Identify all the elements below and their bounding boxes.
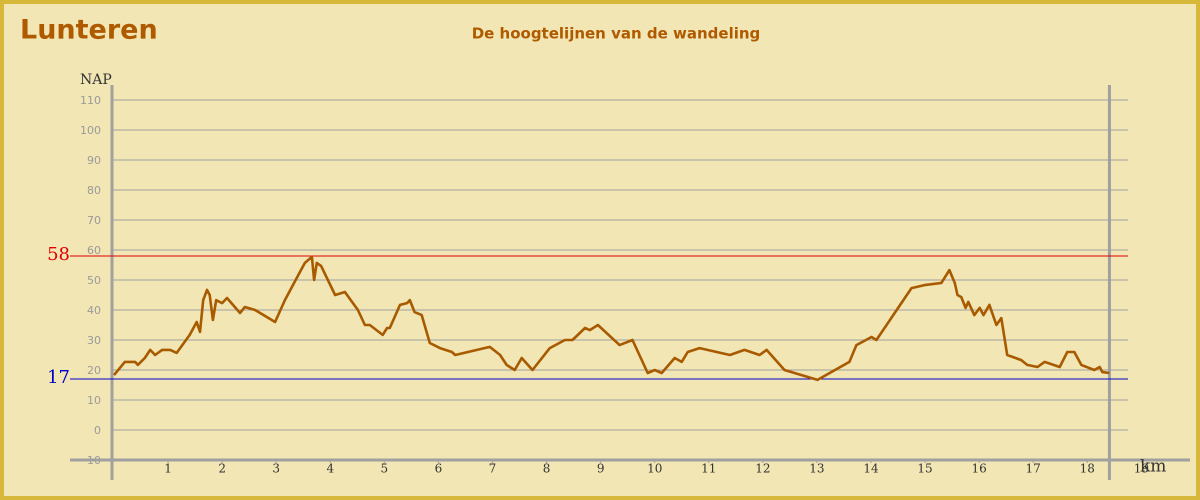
y-axis-label: NAP — [80, 72, 112, 88]
x-tick-label: 5 — [381, 462, 389, 476]
elevation-line — [112, 255, 1110, 382]
reference-label: 17 — [47, 367, 70, 388]
chart-subtitle: De hoogtelijnen van de wandeling — [472, 25, 761, 43]
x-tick-label: 17 — [1026, 462, 1041, 476]
y-tick-label: 70 — [87, 214, 101, 227]
x-tick-label: 11 — [701, 462, 716, 476]
y-tick-label: 110 — [80, 94, 101, 107]
x-tick-label: 9 — [597, 462, 605, 476]
y-tick-label: 60 — [87, 244, 101, 257]
x-tick-label: 2 — [218, 462, 226, 476]
x-tick-label: 13 — [809, 462, 824, 476]
y-tick-label: 10 — [87, 394, 101, 407]
x-tick-label: 10 — [647, 462, 662, 476]
x-tick-label: 8 — [543, 462, 551, 476]
y-tick-label: 30 — [87, 334, 101, 347]
x-tick-label: 12 — [755, 462, 770, 476]
x-tick-label: 7 — [489, 462, 497, 476]
reference-label: 58 — [47, 244, 70, 265]
y-tick-label: 20 — [87, 364, 101, 377]
x-tick-label: 1 — [164, 462, 172, 476]
x-tick-label: 19 — [1134, 462, 1149, 476]
x-tick-label: 16 — [971, 462, 986, 476]
x-tick-label: 3 — [272, 462, 280, 476]
x-tick-label: 18 — [1080, 462, 1095, 476]
y-tick-label: 100 — [80, 124, 101, 137]
y-tick-label: 40 — [87, 304, 101, 317]
y-tick-label: 80 — [87, 184, 101, 197]
x-tick-label: 4 — [326, 462, 334, 476]
y-tick-label: 90 — [87, 154, 101, 167]
y-tick-label: 50 — [87, 274, 101, 287]
x-tick-label: 14 — [863, 462, 879, 476]
x-axis-label: km — [1140, 457, 1166, 477]
y-tick-label: 0 — [94, 424, 101, 437]
chart-title: Lunteren — [20, 15, 158, 46]
x-tick-label: 15 — [917, 462, 932, 476]
x-tick-label: 6 — [435, 462, 443, 476]
